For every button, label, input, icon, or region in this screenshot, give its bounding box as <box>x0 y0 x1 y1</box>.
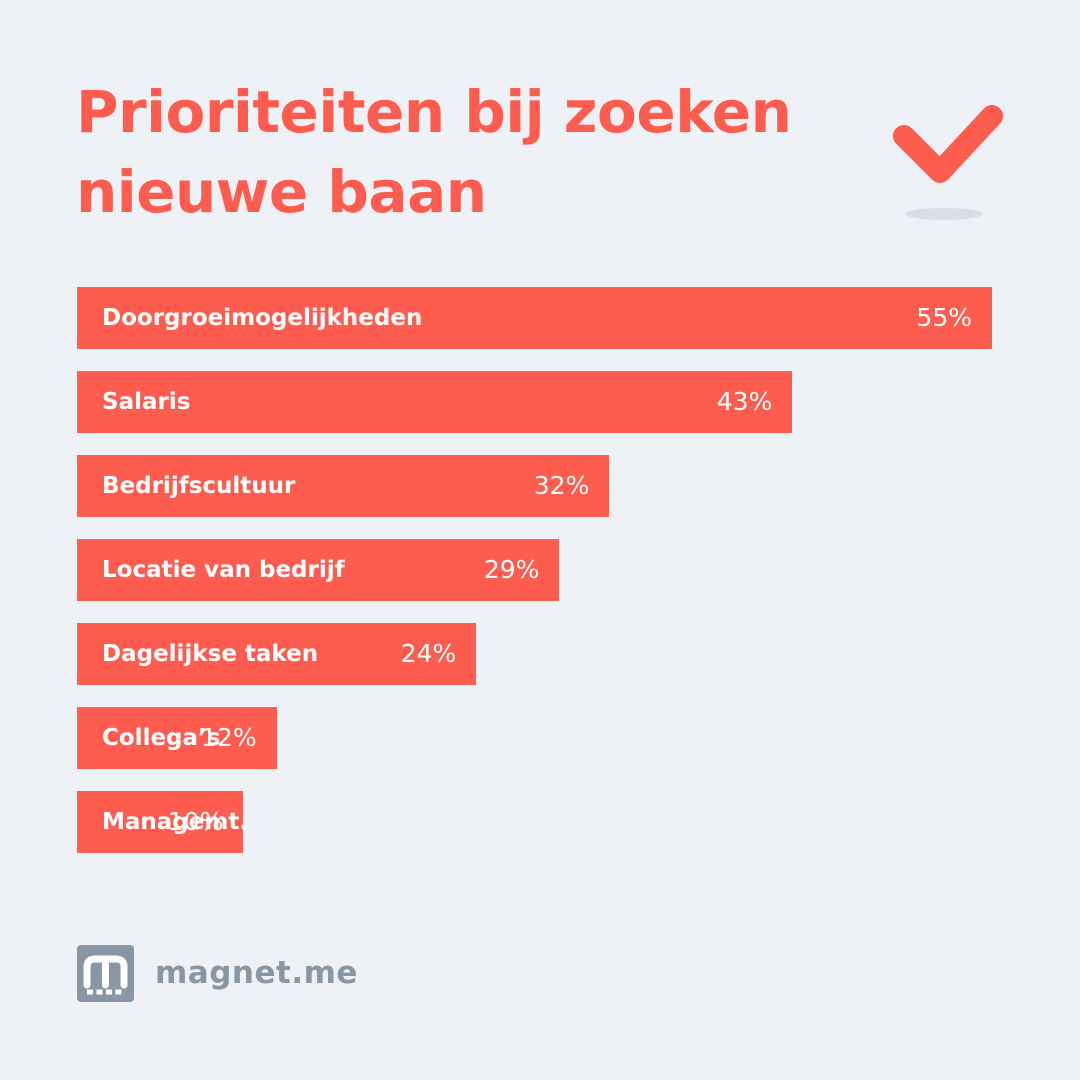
bar-2: Salaris 43% <box>77 371 793 433</box>
bar-6: Collega’s 12% <box>77 707 277 769</box>
bar-label: Collega’s <box>102 725 221 751</box>
bar-label: Doorgroeimogelijkheden <box>102 305 423 331</box>
bar-value-label: 43% <box>716 387 773 416</box>
chart-title: Prioriteiten bij zoeken nieuwe baan <box>76 78 792 226</box>
bar-value-label: 12% <box>201 723 257 752</box>
bar-value-label: 32% <box>533 471 590 500</box>
bar-7: Managemt. 10% <box>77 791 248 853</box>
bar-1: Doorgroeimogelijkheden 55% <box>77 287 992 349</box>
bar-value-label: 24% <box>400 639 457 668</box>
bar-value-label: 10% <box>167 807 224 836</box>
bar-5: Dagelijkse taken 24% <box>77 623 477 685</box>
magnet-logo-icon <box>77 945 134 1002</box>
bar-3: Bedrijfscultuur 32% <box>77 455 610 517</box>
bar-label: Bedrijfscultuur <box>102 473 296 499</box>
bar-label: Salaris <box>102 389 191 415</box>
bar-4: Locatie van bedrijf 29% <box>77 539 560 601</box>
bar-label: Managemt. <box>102 809 249 835</box>
bar-value-label: 29% <box>483 555 540 584</box>
brand-name: magnet.me <box>155 955 358 991</box>
bar-label: Dagelijkse taken <box>102 641 319 667</box>
bar-label: Locatie van bedrijf <box>102 557 345 583</box>
bar-value-label: 55% <box>916 303 972 332</box>
checkmark-icon <box>890 96 1010 226</box>
